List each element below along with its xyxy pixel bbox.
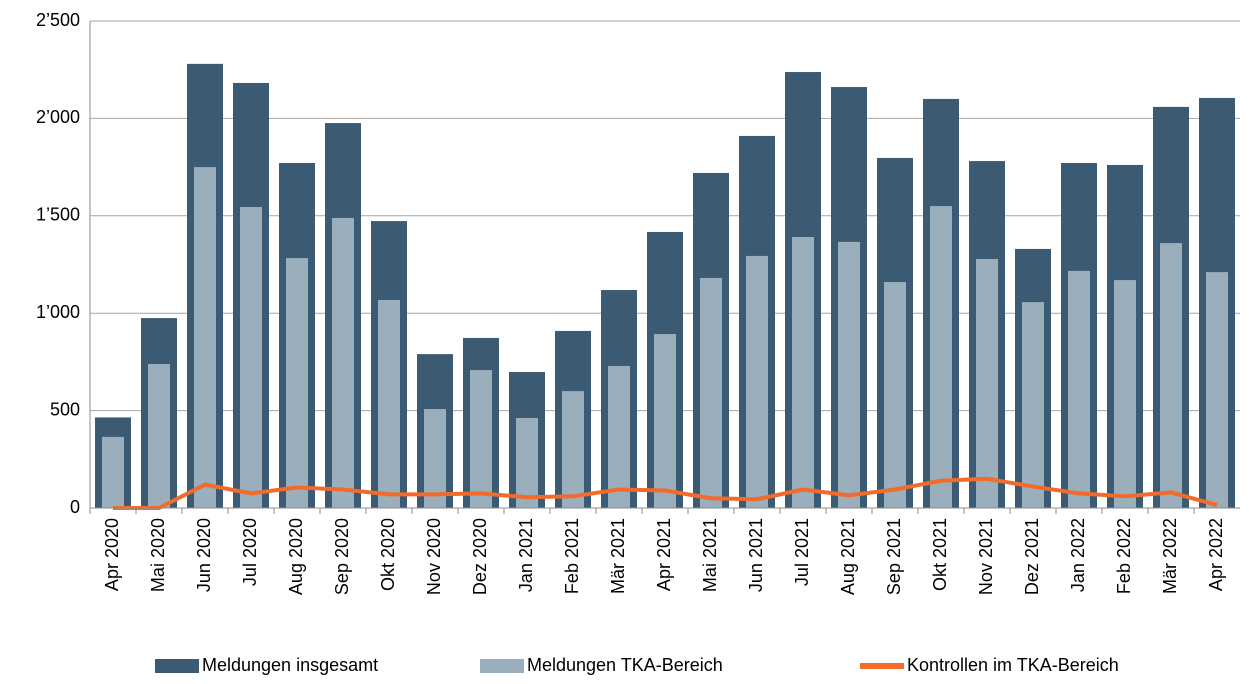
x-tick-label: Dez 2020: [470, 518, 490, 595]
bar: [1022, 302, 1044, 508]
x-tick-label: Okt 2020: [378, 518, 398, 591]
x-tick-label: Jun 2020: [194, 518, 214, 592]
x-tick-label: Jul 2021: [792, 518, 812, 586]
x-tick-label: Mai 2020: [148, 518, 168, 592]
legend-label: Meldungen TKA-Bereich: [527, 655, 723, 675]
x-tick-label: Jun 2021: [746, 518, 766, 592]
x-tick-label: Apr 2020: [102, 518, 122, 591]
y-tick-label: 1’000: [36, 302, 80, 322]
bar: [194, 167, 216, 508]
y-tick-label: 1’500: [36, 205, 80, 225]
bar: [976, 259, 998, 508]
legend-swatch: [860, 663, 904, 669]
x-tick-label: Apr 2022: [1206, 518, 1226, 591]
x-tick-label: Okt 2021: [930, 518, 950, 591]
bar: [424, 409, 446, 508]
bar: [1206, 272, 1228, 508]
bar: [102, 436, 124, 508]
x-tick-label: Mär 2021: [608, 518, 628, 594]
bar: [930, 206, 952, 508]
x-tick-label: Mai 2021: [700, 518, 720, 592]
line: [113, 476, 1218, 510]
x-tick-label: Sep 2021: [884, 518, 904, 595]
bar: [240, 207, 262, 508]
x-tick-label: Feb 2022: [1114, 518, 1134, 594]
x-tick-label: Nov 2021: [976, 518, 996, 595]
bar: [562, 391, 584, 508]
bar: [1114, 280, 1136, 508]
legend-label: Meldungen insgesamt: [202, 655, 378, 675]
y-tick-label: 2’000: [36, 107, 80, 127]
bar: [1160, 243, 1182, 508]
bar: [470, 370, 492, 508]
bar: [608, 365, 630, 508]
bar: [148, 364, 170, 508]
bar: [516, 418, 538, 508]
bar: [378, 299, 400, 508]
x-tick-label: Apr 2021: [654, 518, 674, 591]
bar: [792, 237, 814, 508]
x-tick-label: Dez 2021: [1022, 518, 1042, 595]
bar: [700, 277, 722, 508]
bar: [746, 255, 768, 508]
legend-swatch: [480, 659, 524, 673]
bar: [884, 282, 906, 508]
x-tick-label: Feb 2021: [562, 518, 582, 594]
bar: [654, 334, 676, 508]
bar: [1068, 270, 1090, 508]
bar: [332, 217, 354, 508]
x-tick-label: Aug 2021: [838, 518, 858, 595]
bar: [838, 241, 860, 508]
x-tick-label: Mär 2022: [1160, 518, 1180, 594]
x-tick-label: Jan 2022: [1068, 518, 1088, 592]
x-tick-label: Jul 2020: [240, 518, 260, 586]
y-tick-label: 500: [50, 399, 80, 419]
legend-swatch: [155, 659, 199, 673]
x-tick-label: Nov 2020: [424, 518, 444, 595]
bar: [286, 258, 308, 508]
x-tick-label: Sep 2020: [332, 518, 352, 595]
x-tick-label: Aug 2020: [286, 518, 306, 595]
legend-label: Kontrollen im TKA-Bereich: [907, 655, 1119, 675]
x-tick-label: Jan 2021: [516, 518, 536, 592]
y-tick-label: 0: [70, 497, 80, 517]
y-tick-label: 2’500: [36, 10, 80, 30]
